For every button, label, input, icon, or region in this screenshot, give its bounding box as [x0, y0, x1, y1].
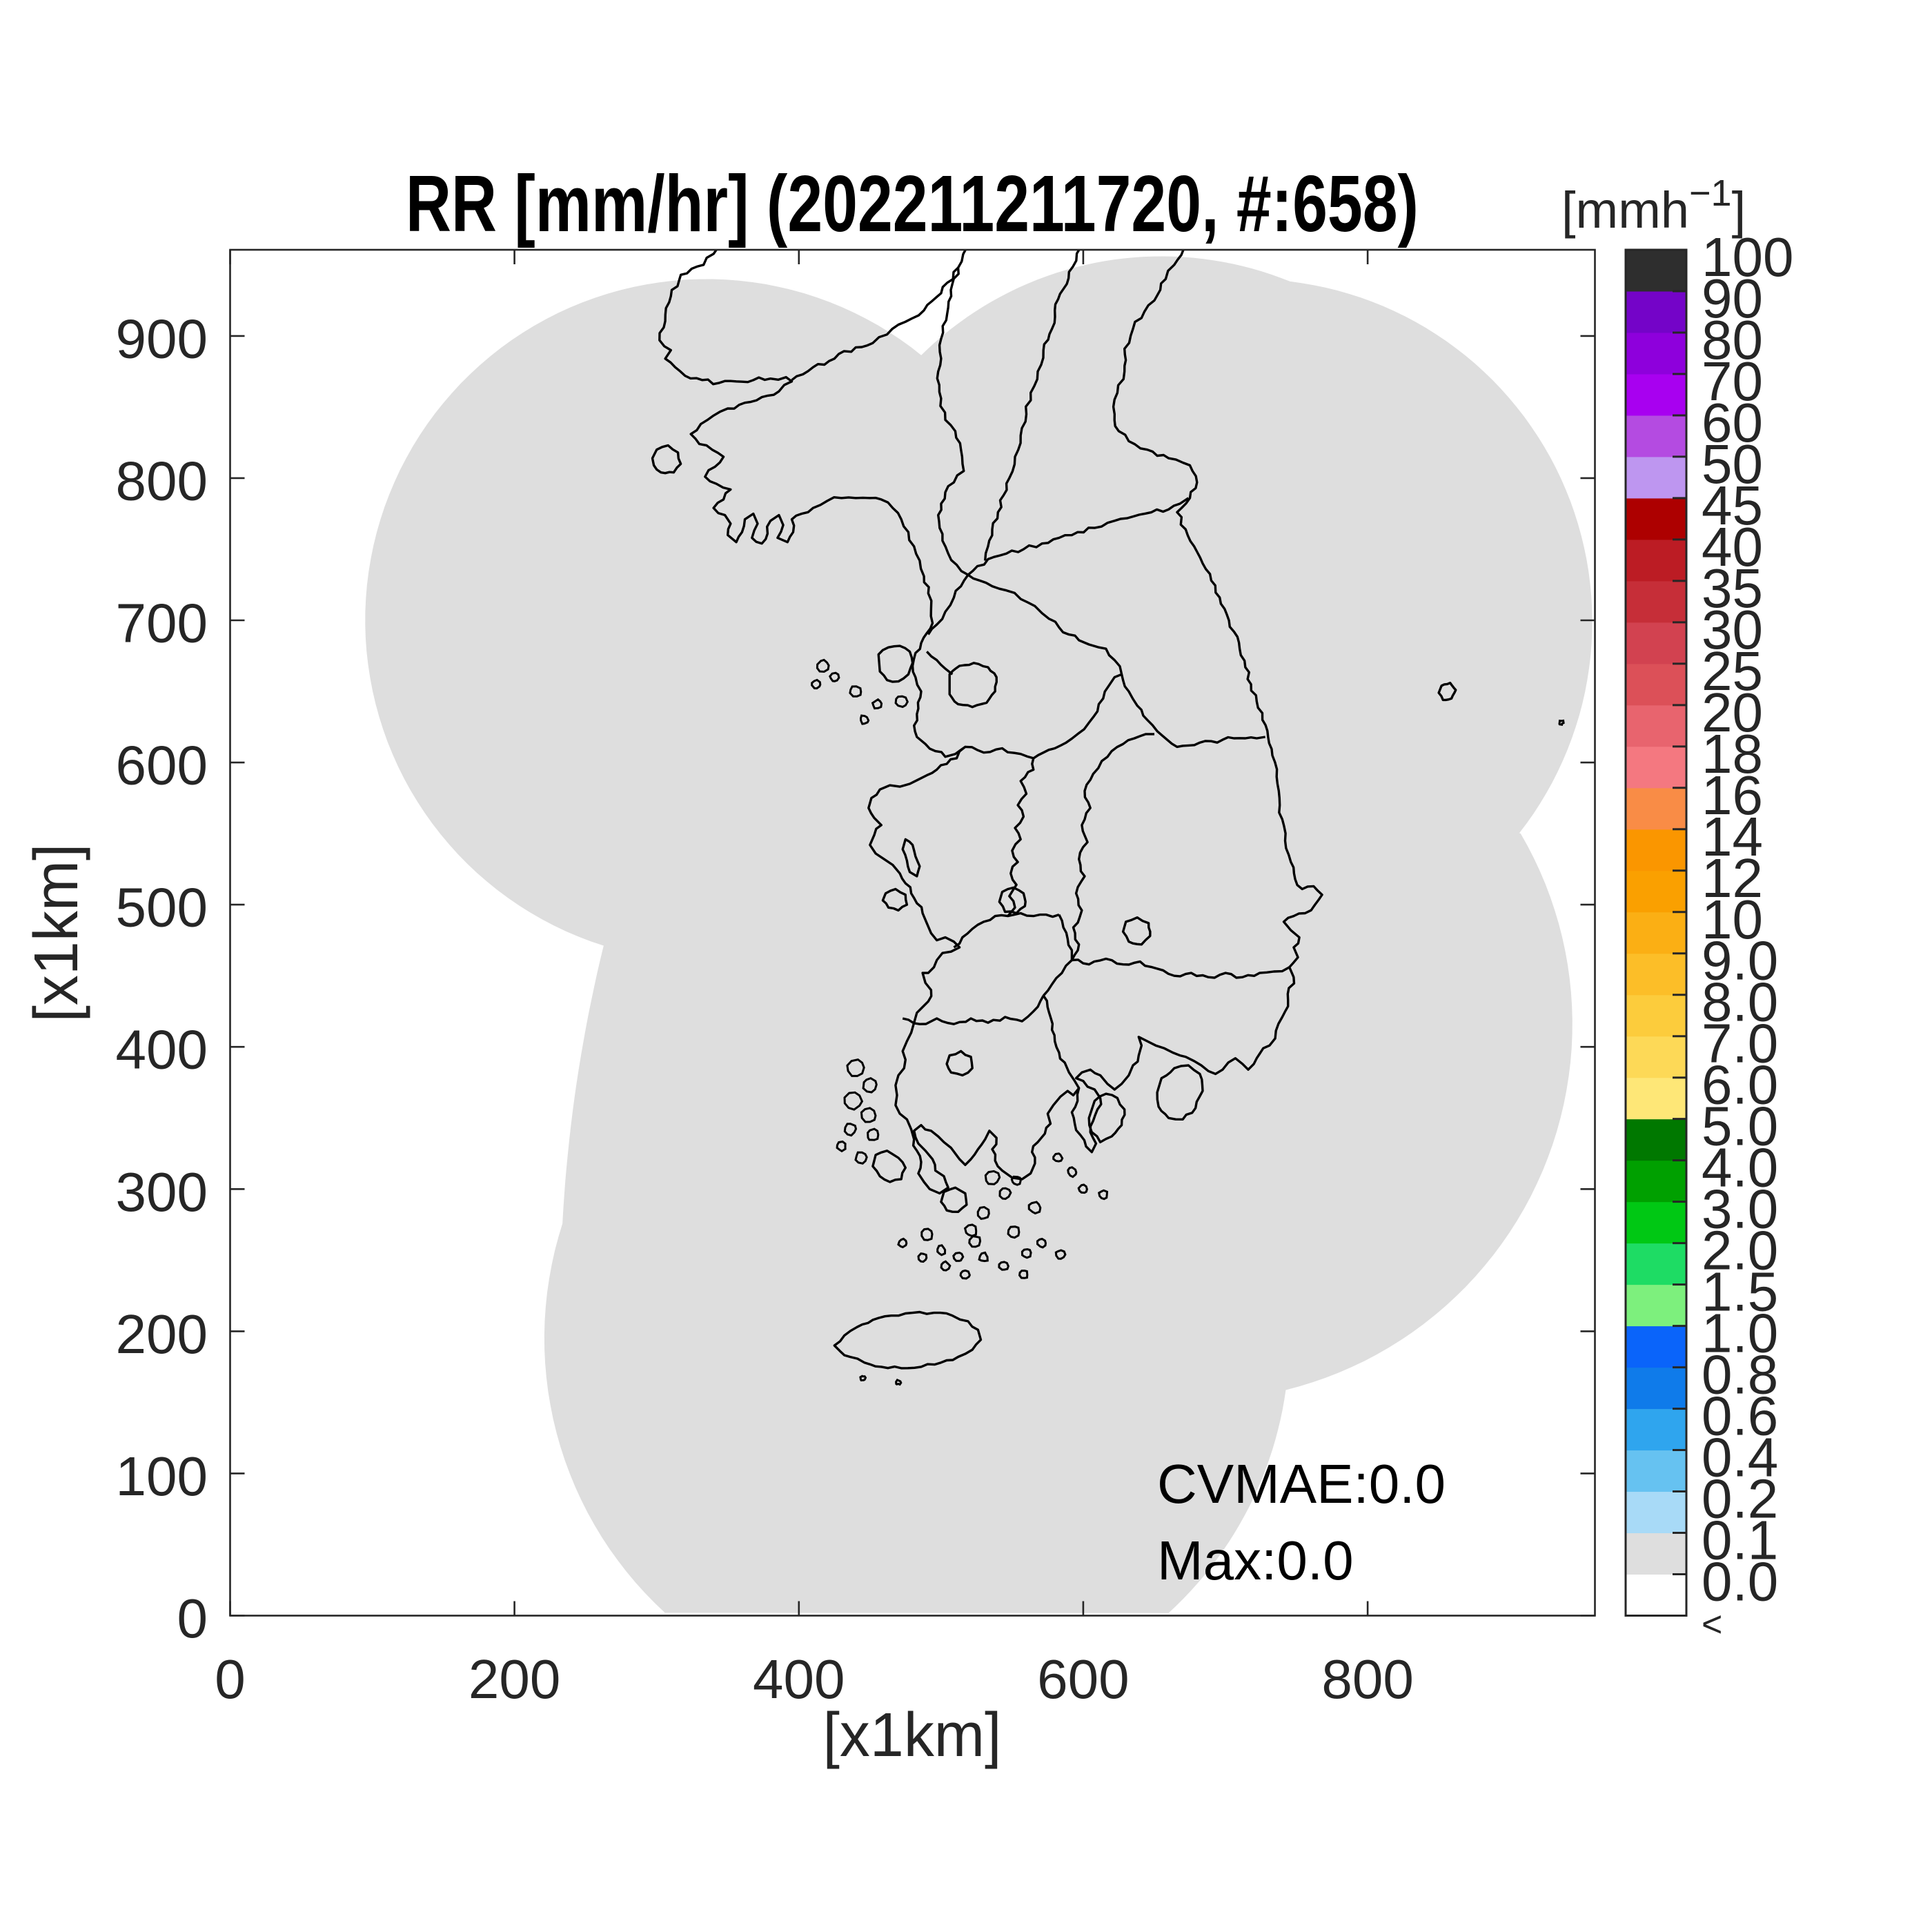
svg-text:25: 25 — [1702, 640, 1763, 702]
svg-text:100: 100 — [1702, 226, 1793, 288]
svg-text:[x1km]: [x1km] — [823, 1701, 1002, 1770]
svg-text:1.5: 1.5 — [1702, 1261, 1778, 1323]
svg-text:2.0: 2.0 — [1702, 1220, 1778, 1281]
svg-text:7.0: 7.0 — [1702, 1013, 1778, 1074]
svg-text:Max:0.0: Max:0.0 — [1157, 1530, 1354, 1591]
svg-text:10: 10 — [1702, 889, 1763, 950]
svg-text:70: 70 — [1702, 351, 1763, 412]
svg-text:8.0: 8.0 — [1702, 972, 1778, 1033]
svg-text:5.0: 5.0 — [1702, 1096, 1778, 1157]
svg-text:800: 800 — [1321, 1648, 1413, 1710]
svg-text:RR [mm/hr] (202211211720, #:65: RR [mm/hr] (202211211720, #:658) — [406, 159, 1419, 248]
svg-text:20: 20 — [1702, 682, 1763, 743]
svg-text:300: 300 — [116, 1161, 208, 1223]
svg-text:<: < — [1702, 1605, 1722, 1645]
svg-text:800: 800 — [116, 450, 208, 511]
svg-text:200: 200 — [116, 1303, 208, 1365]
svg-text:400: 400 — [753, 1648, 845, 1710]
svg-text:12: 12 — [1702, 847, 1763, 909]
svg-text:80: 80 — [1702, 309, 1763, 371]
svg-text:0: 0 — [215, 1648, 246, 1710]
svg-text:35: 35 — [1702, 558, 1763, 619]
svg-text:700: 700 — [116, 593, 208, 654]
svg-text:16: 16 — [1702, 765, 1763, 826]
svg-text:100: 100 — [116, 1446, 208, 1507]
svg-text:4.0: 4.0 — [1702, 1137, 1778, 1199]
svg-text:600: 600 — [1037, 1648, 1129, 1710]
svg-text:200: 200 — [469, 1648, 560, 1710]
svg-text:50: 50 — [1702, 433, 1763, 495]
svg-text:0.6: 0.6 — [1702, 1386, 1778, 1447]
svg-text:9.0: 9.0 — [1702, 930, 1778, 992]
svg-text:[x1km]: [x1km] — [22, 844, 91, 1023]
svg-text:18: 18 — [1702, 723, 1763, 785]
svg-text:60: 60 — [1702, 392, 1763, 453]
svg-text:0: 0 — [177, 1588, 208, 1649]
svg-text:40: 40 — [1702, 516, 1763, 578]
svg-text:500: 500 — [116, 877, 208, 938]
svg-text:1.0: 1.0 — [1702, 1303, 1778, 1364]
svg-text:0.2: 0.2 — [1702, 1468, 1778, 1530]
svg-text:400: 400 — [116, 1019, 208, 1081]
svg-text:600: 600 — [116, 735, 208, 796]
svg-text:0.8: 0.8 — [1702, 1344, 1778, 1406]
svg-text:CVMAE:0.0: CVMAE:0.0 — [1157, 1453, 1446, 1515]
svg-text:14: 14 — [1702, 806, 1763, 867]
svg-text:6.0: 6.0 — [1702, 1054, 1778, 1116]
svg-text:30: 30 — [1702, 599, 1763, 660]
svg-text:90: 90 — [1702, 268, 1763, 329]
svg-text:0.4: 0.4 — [1702, 1427, 1778, 1488]
svg-text:900: 900 — [116, 308, 208, 369]
svg-text:0.1: 0.1 — [1702, 1510, 1778, 1571]
svg-text:0.0: 0.0 — [1702, 1551, 1778, 1613]
svg-text:45: 45 — [1702, 475, 1763, 536]
svg-text:3.0: 3.0 — [1702, 1179, 1778, 1240]
